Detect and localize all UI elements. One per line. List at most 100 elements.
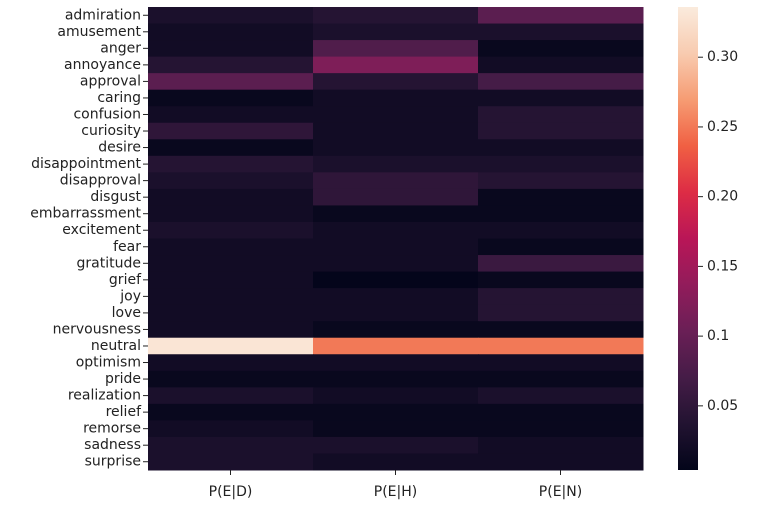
heatmap-cell (313, 238, 479, 256)
heatmap-cell (313, 139, 479, 157)
x-tick-label: P(E|H) (374, 484, 417, 500)
y-tick-label: embarrassment (30, 206, 141, 222)
heatmap-cell (478, 321, 644, 339)
heatmap-cell (148, 73, 314, 91)
heatmap-cell (478, 7, 644, 25)
y-tick-label: joy (119, 288, 141, 304)
heatmap-cell (148, 354, 314, 372)
y-tick-label: confusion (73, 106, 141, 122)
heatmap-cell (313, 288, 479, 306)
y-tick-label: caring (97, 90, 141, 106)
y-tick-label: disapproval (60, 173, 141, 189)
heatmap-cell (478, 23, 644, 41)
y-tick-label: fear (113, 239, 141, 255)
y-tick-label: anger (100, 40, 141, 56)
heatmap-cell (478, 139, 644, 157)
heatmap-cell (313, 172, 479, 190)
colorbar-tick-label: 0.05 (707, 398, 738, 414)
heatmap-cell (478, 370, 644, 388)
heatmap-cell (148, 106, 314, 124)
heatmap-cell (478, 172, 644, 190)
y-tick-label: relief (106, 404, 142, 420)
colorbar-tick-label: 0.30 (707, 49, 738, 65)
y-tick-label: pride (105, 371, 141, 387)
heatmap-cell (478, 304, 644, 322)
heatmap-cell (313, 122, 479, 140)
y-tick-label: grief (109, 272, 142, 288)
y-tick-label: sadness (84, 437, 141, 453)
heatmap-cell (313, 73, 479, 91)
heatmap-cell (478, 188, 644, 206)
y-tick-label: remorse (83, 421, 141, 437)
heatmap-cell (478, 436, 644, 454)
heatmap-cell (148, 304, 314, 322)
heatmap-cell (148, 337, 314, 355)
heatmap-cell (313, 56, 479, 74)
heatmap-cell (313, 436, 479, 454)
y-tick-label: amusement (57, 24, 141, 40)
heatmap-cell (148, 23, 314, 41)
y-tick-label: surprise (85, 454, 141, 470)
heatmap-cell (148, 370, 314, 388)
heatmap-cell (478, 205, 644, 223)
heatmap-cell (313, 387, 479, 405)
heatmap-cell (478, 403, 644, 421)
heatmap-cell (148, 172, 314, 190)
y-tick-label: admiration (65, 7, 141, 23)
y-tick-label: realization (68, 388, 141, 404)
heatmap-cell (478, 73, 644, 91)
heatmap-cell (313, 7, 479, 25)
heatmap-cell (478, 106, 644, 124)
y-tick-label: love (112, 305, 141, 321)
heatmap-cell (478, 155, 644, 173)
heatmap-cell (313, 370, 479, 388)
heatmap-cell (313, 205, 479, 223)
heatmap-cell (478, 89, 644, 107)
heatmap-cell (148, 387, 314, 405)
heatmap-cell (478, 337, 644, 355)
heatmap-cell (148, 221, 314, 239)
heatmap-cell (148, 321, 314, 339)
heatmap-cell (313, 271, 479, 289)
x-tick-label: P(E|D) (209, 484, 253, 500)
heatmap-cell (148, 255, 314, 273)
heatmap-cell (148, 288, 314, 306)
heatmap-cell (478, 420, 644, 438)
colorbar-tick-label: 0.1 (707, 328, 729, 344)
heatmap-cell (478, 56, 644, 74)
heatmap-cell (313, 40, 479, 58)
y-tick-label: annoyance (64, 57, 141, 73)
heatmap-cell (148, 271, 314, 289)
heatmap-cell (313, 321, 479, 339)
heatmap-cell (148, 89, 314, 107)
heatmap-cell (478, 354, 644, 372)
heatmap-cell (148, 238, 314, 256)
heatmap-cell (148, 188, 314, 206)
heatmap-cell (313, 188, 479, 206)
colorbar-tick-label: 0.15 (707, 258, 738, 274)
heatmap-cell (478, 288, 644, 306)
heatmap-cell (148, 122, 314, 140)
heatmap-cell (313, 403, 479, 421)
heatmap-cell (478, 40, 644, 58)
heatmap-cell (313, 354, 479, 372)
heatmap-cell (148, 7, 314, 25)
heatmap-cell (148, 420, 314, 438)
y-tick-label: nervousness (53, 321, 141, 337)
heatmap-cell (313, 453, 479, 471)
heatmap-cell (478, 122, 644, 140)
heatmap-cell (478, 271, 644, 289)
heatmap-cell (313, 221, 479, 239)
heatmap-cell (313, 89, 479, 107)
heatmap-cell (148, 56, 314, 74)
y-tick-label: excitement (62, 222, 141, 238)
heatmap-cell (313, 155, 479, 173)
colorbar-tick-label: 0.25 (707, 119, 738, 135)
heatmap-cell (478, 238, 644, 256)
colorbar (678, 7, 698, 470)
y-tick-label: curiosity (81, 123, 141, 139)
heatmap-cell (478, 387, 644, 405)
heatmap-cell (148, 205, 314, 223)
heatmap-cell (313, 106, 479, 124)
